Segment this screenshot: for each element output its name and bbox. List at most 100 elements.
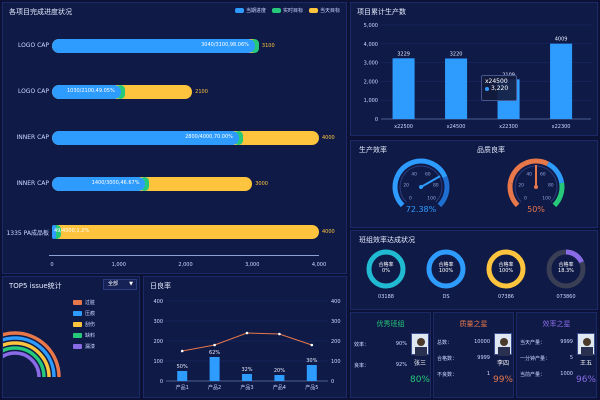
star-card-name: 李四 xyxy=(496,360,509,367)
issue-legend-swatch xyxy=(73,300,82,305)
yield-line-point xyxy=(310,343,314,347)
efficiency-gauge-tick-label: 60 xyxy=(425,172,431,178)
gauge-panel: 生产效率 品质良率 0 20 40 60 80 100 0 20 40 60 80 100 72.38… xyxy=(350,140,598,228)
progress-row-label: INNER CAP xyxy=(16,134,49,141)
y-tick-label-left: 300 xyxy=(153,319,163,325)
yield-bar xyxy=(306,365,317,381)
efficiency-value: 72.38% xyxy=(405,205,437,214)
issue-legend-swatch xyxy=(73,311,82,316)
issue-arc xyxy=(3,336,56,378)
quality-gauge-arc xyxy=(546,161,565,184)
legend-current[interactable]: 当期进度 xyxy=(235,7,266,14)
legend-realtime[interactable]: 实时目标 xyxy=(272,7,303,14)
team-name: 07386 xyxy=(498,294,514,300)
tooltip-title: x24500 xyxy=(485,78,508,85)
progress-x-tick: 0 xyxy=(50,262,54,268)
progress-row-value: 1030/2100,49.05% xyxy=(66,88,115,94)
star-card-field-label: 不良数： xyxy=(437,372,458,378)
production-title: 项目累计生产数 xyxy=(357,8,406,16)
quality-gauge-arc xyxy=(507,182,520,208)
issues-title: TOP5 issue统计 xyxy=(9,282,62,290)
progress-current-bar[interactable] xyxy=(52,39,255,53)
progress-current-bar[interactable] xyxy=(52,85,121,99)
star-card-field-value: 1000 xyxy=(560,371,573,377)
y-tick-label: 4,000 xyxy=(364,42,378,48)
progress-target-bar[interactable]: 3040/3100,98.06% xyxy=(52,39,259,53)
team-ring-label: 合格率 xyxy=(558,262,574,268)
y-tick-label-left: 400 xyxy=(153,299,163,305)
yield-line-point xyxy=(180,349,184,353)
tooltip-row: 3,220 xyxy=(485,85,513,92)
progress-target-bar[interactable]: 1030/2100,49.05% xyxy=(52,85,193,99)
star-card[interactable]: 质量之星 总数： 10000 合格数： 9999 不良数： 1 李四 99% xyxy=(433,312,514,398)
team-name: DS xyxy=(442,294,450,300)
y-tick-label-right: 400 xyxy=(331,299,341,305)
progress-current-bar[interactable] xyxy=(52,225,56,239)
yield-bar-label: 50% xyxy=(177,364,188,370)
tooltip-value: 3,220 xyxy=(491,85,509,92)
production-category-label: x24500 xyxy=(447,124,466,130)
legend-daily[interactable]: 当天目标 xyxy=(309,7,340,14)
avatar xyxy=(411,333,429,356)
team-rings xyxy=(366,249,586,289)
y-tick-label-right: 200 xyxy=(331,339,341,345)
issue-legend-item[interactable]: 过脏 xyxy=(73,299,95,306)
yield-category-label: 产品5 xyxy=(305,384,318,391)
star-card-field-value: 90% xyxy=(395,341,407,347)
yield-category-label: 产品3 xyxy=(240,384,253,391)
progress-target-bar[interactable]: 2800/4000,70.00% xyxy=(52,131,319,145)
y-tick-label-right: 300 xyxy=(331,319,341,325)
star-card-field-label: 合格数： xyxy=(437,356,458,362)
star-card-field-label: 当天产量： xyxy=(520,340,546,346)
star-card[interactable]: 优秀班组 效率： 90% 良率： 92% 张三 80% xyxy=(350,312,431,398)
issue-legend-item[interactable]: 缺料 xyxy=(73,332,95,339)
team-ring-value: 100% xyxy=(498,268,514,274)
star-card-rate: 99% xyxy=(492,375,513,385)
star-card-field-value: 9999 xyxy=(560,339,573,345)
progress-current-bar[interactable] xyxy=(52,131,239,145)
progress-row-value: 49/4000,1.2% xyxy=(54,228,90,234)
star-card-rate: 96% xyxy=(575,375,596,385)
progress-realtime-marker xyxy=(52,225,61,239)
yield-bar xyxy=(274,375,285,381)
issues-filter-select[interactable]: 全部 ▼ xyxy=(103,279,137,290)
star-card-title: 效率之星 xyxy=(542,320,571,328)
progress-current-bar[interactable] xyxy=(52,177,146,191)
progress-target-bar[interactable]: 49/4000,1.2% xyxy=(52,225,319,239)
production-bar xyxy=(392,58,415,119)
issue-legend-item[interactable]: 刮伤 xyxy=(73,321,95,328)
user-icon xyxy=(581,338,593,356)
star-card-rate: 80% xyxy=(409,375,430,385)
star-card-field-value: 5 xyxy=(569,355,573,361)
quality-gauge-tick-label: 0 xyxy=(524,196,527,202)
quality-gauge-tick-label: 60 xyxy=(540,172,546,178)
efficiency-gauge-arc xyxy=(394,158,422,179)
issue-legend-item[interactable]: 压痕 xyxy=(73,310,95,317)
star-card-field-label: 一分钟产量： xyxy=(520,356,551,362)
yield-line-point xyxy=(245,331,249,335)
y-tick-label: 1,000 xyxy=(364,98,378,104)
yield-panel: 日良率 0 0 100 100 200 200 300 300 400 400 50% 产品1 62% 产… xyxy=(143,276,347,398)
yield-category-label: 产品1 xyxy=(176,384,189,391)
tooltip-dot-icon xyxy=(485,86,489,91)
quality-gauge-arc xyxy=(523,158,549,167)
progress-target-bar[interactable]: 1400/3000,46.67% xyxy=(52,177,253,191)
issue-legend-swatch xyxy=(73,333,82,338)
issue-arc xyxy=(3,331,61,378)
issue-legend-swatch xyxy=(73,322,82,327)
star-card-title: 质量之星 xyxy=(459,320,488,328)
star-card-field-label: 良率： xyxy=(354,363,370,369)
production-tooltip: x24500 3,220 xyxy=(481,75,517,101)
quality-value: 50% xyxy=(527,205,545,214)
team-name: 073860 xyxy=(556,294,576,300)
issue-legend-item[interactable]: 漏漆 xyxy=(73,343,95,350)
progress-x-tick: 2,000 xyxy=(178,262,193,268)
progress-row-value: 3040/3100,98.06% xyxy=(201,42,249,48)
y-tick-label-left: 100 xyxy=(153,359,163,365)
efficiency-gauge-arc xyxy=(420,158,448,179)
yield-line-point xyxy=(213,343,216,347)
star-card[interactable]: 效率之星 当天产量： 9999 一分钟产量： 5 当前产量： 1000 王五 96% xyxy=(516,312,597,398)
quality-gauge-tick-label: 100 xyxy=(542,196,551,202)
yield-bar-label: 32% xyxy=(241,367,252,373)
y-tick-label: 5,000 xyxy=(364,23,378,29)
